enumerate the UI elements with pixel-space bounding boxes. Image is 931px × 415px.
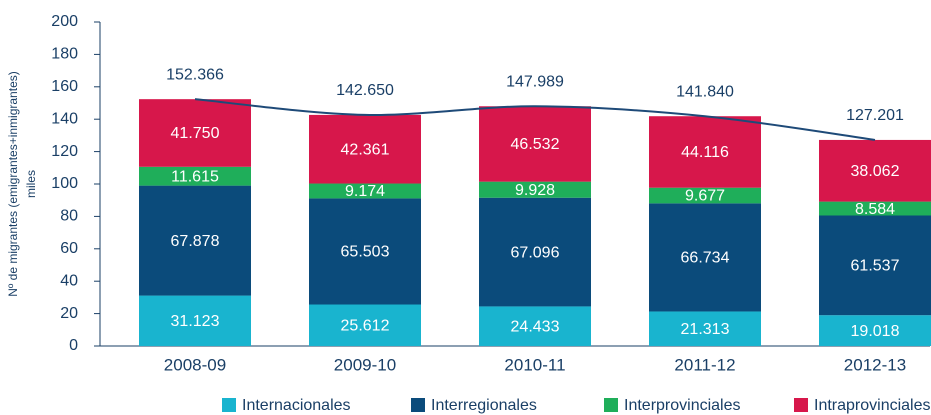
bar-segment <box>479 106 591 182</box>
y-tick-label: 20 <box>60 305 78 322</box>
bar-segment <box>139 99 251 167</box>
legend-label: Interprovinciales <box>624 397 741 414</box>
x-tick-label: 2008-09 <box>164 355 226 374</box>
y-tick-label: 180 <box>51 46 78 63</box>
bar-segment <box>479 306 591 346</box>
legend-swatch <box>794 398 808 412</box>
data-label: 67.096 <box>511 244 560 261</box>
x-tick-label: 2009-10 <box>334 355 396 374</box>
bar-segment <box>649 187 761 204</box>
bar-segment <box>139 166 251 186</box>
bar-segment <box>819 201 931 216</box>
bar-segment <box>819 139 931 202</box>
bar-segment <box>309 198 421 305</box>
data-label: 38.062 <box>851 163 900 180</box>
legend-swatch <box>604 398 618 412</box>
data-label: 8.584 <box>855 201 895 218</box>
bar-segment <box>819 315 931 346</box>
data-label: 9.677 <box>685 188 725 205</box>
y-tick-label: 200 <box>51 13 78 30</box>
data-label: 65.503 <box>341 244 390 261</box>
data-label: 21.313 <box>681 321 730 338</box>
total-label: 142.650 <box>336 82 394 99</box>
legend-label: Interregionales <box>431 397 537 414</box>
data-label: 19.018 <box>851 323 900 340</box>
y-tick-label: 80 <box>60 208 78 225</box>
x-tick-label: 2012-13 <box>844 355 906 374</box>
data-label: 66.734 <box>681 250 730 267</box>
bar-segment <box>139 185 251 296</box>
x-tick-label: 2010-11 <box>504 355 565 374</box>
y-tick-label: 140 <box>51 110 78 127</box>
y-axis-title: miles <box>24 170 38 198</box>
y-tick-label: 60 <box>60 240 78 257</box>
data-label: 9.928 <box>515 182 555 199</box>
legend-label: Intraprovinciales <box>814 397 931 414</box>
data-label: 11.615 <box>171 168 219 185</box>
legend-label: Internacionales <box>242 397 351 414</box>
y-tick-label: 0 <box>69 337 78 354</box>
data-label: 44.116 <box>681 144 729 161</box>
data-label: 61.537 <box>851 258 900 275</box>
data-label: 9.174 <box>345 183 385 200</box>
bar-segment <box>309 114 421 184</box>
total-label: 141.840 <box>676 83 734 100</box>
total-label: 127.201 <box>846 107 904 124</box>
bar-segment <box>819 215 931 316</box>
y-tick-label: 40 <box>60 272 78 289</box>
bar-segment <box>649 311 761 346</box>
y-tick-label: 100 <box>51 175 78 192</box>
bar-segment <box>649 116 761 188</box>
y-tick-label: 160 <box>51 78 78 95</box>
legend-swatch <box>411 398 425 412</box>
data-label: 25.612 <box>341 317 390 334</box>
total-label: 152.366 <box>166 66 224 83</box>
bar-segment <box>649 203 761 312</box>
y-tick-label: 120 <box>51 143 78 160</box>
bar-segment <box>139 295 251 346</box>
x-tick-label: 2011-12 <box>674 355 735 374</box>
data-label: 46.532 <box>511 136 560 153</box>
data-label: 41.750 <box>171 125 220 142</box>
total-label: 147.989 <box>506 73 564 90</box>
bar-segment <box>479 197 591 307</box>
data-label: 24.433 <box>511 318 560 335</box>
bar-segment <box>309 304 421 346</box>
bar-segment <box>309 183 421 199</box>
y-axis-title: Nº de migrantes (emigrantes+inmigrantes) <box>6 71 20 296</box>
total-line <box>194 98 876 141</box>
bar-segment <box>479 181 591 198</box>
data-label: 67.878 <box>171 233 220 250</box>
data-label: 42.361 <box>341 141 390 158</box>
legend-swatch <box>222 398 236 412</box>
data-label: 31.123 <box>171 313 220 330</box>
